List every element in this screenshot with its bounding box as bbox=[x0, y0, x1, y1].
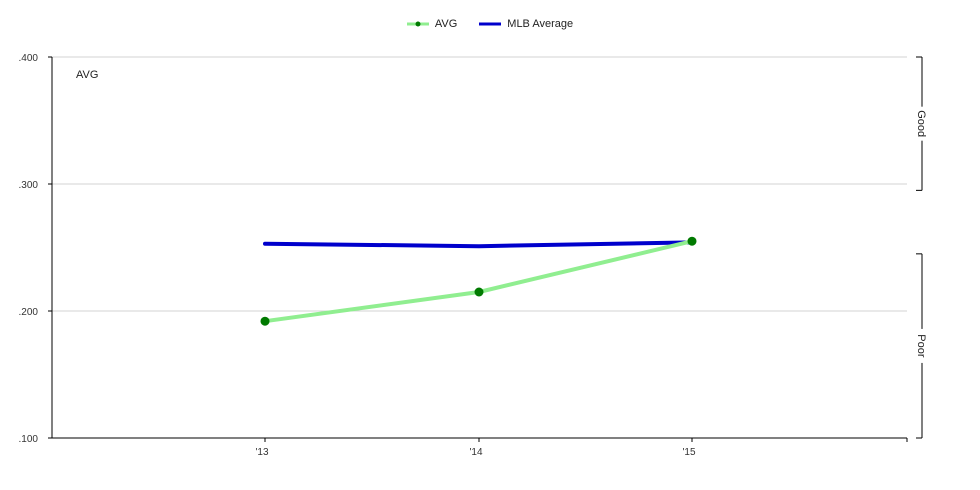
mlb-average-line bbox=[263, 240, 694, 249]
axes bbox=[48, 56, 908, 442]
legend-item-avg[interactable]: AVG bbox=[406, 18, 458, 30]
y-tick-label-3: .400 bbox=[19, 53, 39, 64]
gridlines bbox=[52, 56, 907, 312]
x-tick-label-1: '14 bbox=[469, 447, 482, 458]
avg-point-0 bbox=[260, 316, 270, 326]
poor-band-label-bg bbox=[915, 328, 929, 363]
poor-band-label: Poor bbox=[915, 334, 927, 358]
avg-point-2 bbox=[687, 236, 697, 246]
legend-label-avg: AVG bbox=[434, 18, 458, 30]
avg-point-1 bbox=[474, 287, 484, 297]
y-tick-label-2: .300 bbox=[19, 180, 39, 191]
legend: AVG MLB Average bbox=[0, 18, 980, 30]
x-tick-label-2: '15 bbox=[682, 447, 695, 458]
x-tick-label-0: '13 bbox=[255, 447, 268, 458]
x-tick-labels: '13 '14 '15 bbox=[255, 447, 695, 458]
y-tick-label-1: .200 bbox=[19, 307, 39, 318]
good-band-label-bg bbox=[915, 106, 929, 141]
good-band-label: Good bbox=[915, 110, 927, 137]
rating-bands: Good Poor bbox=[915, 56, 929, 439]
legend-label-mlb-average: MLB Average bbox=[507, 18, 574, 30]
avg-legend-swatch bbox=[406, 21, 429, 27]
y-tick-labels: .100 .200 .300 .400 bbox=[19, 53, 39, 445]
y-tick-label-0: .100 bbox=[19, 434, 39, 445]
mlb-average-legend-swatch bbox=[479, 22, 502, 26]
series-lines bbox=[260, 236, 697, 326]
legend-item-mlb-average[interactable]: MLB Average bbox=[479, 18, 573, 30]
panel-label: AVG bbox=[76, 69, 98, 81]
avg-line bbox=[263, 239, 694, 324]
